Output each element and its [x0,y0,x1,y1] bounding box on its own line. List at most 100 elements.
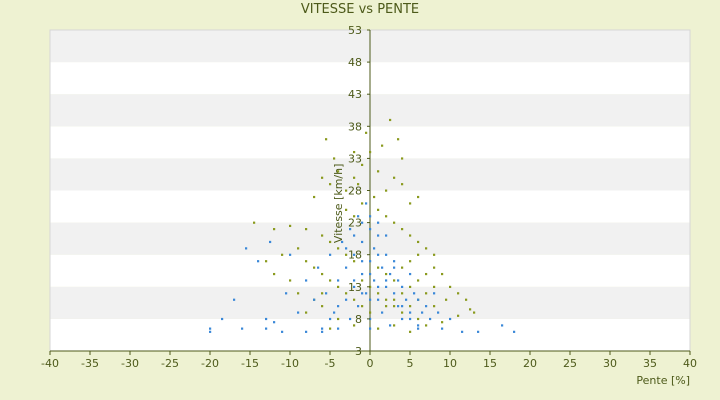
data-point [381,266,384,269]
data-point [377,266,380,269]
data-point [393,221,396,224]
data-point [337,327,340,330]
data-point [425,247,428,250]
data-point [393,324,396,327]
data-point [281,253,284,256]
data-point [353,215,356,218]
data-point [329,279,332,282]
data-point [209,330,212,333]
data-point [321,176,324,179]
data-point [265,317,268,321]
data-point [365,131,368,134]
data-point [425,305,428,308]
data-point [365,292,368,295]
data-point [369,285,372,288]
data-point [417,195,420,199]
x-tick-label: -30 [121,357,139,370]
data-point [409,311,412,314]
data-point [393,176,396,179]
data-point [337,279,340,282]
x-axis: -40 -35 -30 -25 -20 -15 -10 -5 0 5 10 15 20 25 30 35 40 [41,350,697,370]
data-point [337,317,340,321]
data-point [345,253,348,256]
data-point [361,305,364,308]
data-point [333,311,336,314]
x-axis-label: Pente [%] [636,374,690,387]
data-point [257,260,260,263]
y-tick-label: 33 [348,152,362,165]
data-point [385,305,388,308]
data-point [273,228,276,231]
data-point [433,305,436,308]
data-point [221,317,224,321]
data-point [353,150,356,154]
data-point [337,247,340,250]
data-point [385,215,388,218]
data-point [313,266,316,269]
data-point [385,253,388,256]
data-point [381,144,384,147]
y-tick-label: 13 [348,281,362,294]
data-point [417,298,420,301]
data-point [409,305,412,308]
data-point [305,260,308,263]
data-point [273,272,276,276]
data-point [385,234,388,237]
data-point [341,240,344,244]
data-point [209,327,212,330]
data-point [417,279,420,282]
data-point [385,298,388,301]
data-point [373,279,376,282]
data-point [357,215,360,218]
data-point [345,247,348,250]
y-tick-label: 8 [355,313,362,326]
data-point [409,272,412,276]
data-point [305,311,308,314]
data-point [361,221,364,224]
y-tick-label: 3 [355,345,362,358]
data-point [269,240,272,244]
data-point [321,292,324,295]
x-tick-label: 25 [563,357,577,370]
data-point [477,330,480,333]
y-axis-label: Vitesse [km/h] [332,164,345,244]
data-point [461,330,464,333]
data-point [465,298,468,301]
data-point [333,157,336,160]
data-point [313,298,316,301]
data-point [401,157,404,160]
data-point [433,292,436,295]
data-point [377,253,380,256]
data-point [245,247,248,250]
data-point [337,170,340,173]
data-point [337,305,340,308]
data-point [361,163,364,167]
data-point [385,272,388,276]
data-point [345,298,348,301]
data-point [329,317,332,321]
y-tick-label: 43 [348,88,362,101]
data-point [369,298,372,301]
data-point [377,292,380,295]
data-point [345,189,348,192]
data-point [373,195,376,199]
x-tick-label: 0 [367,357,374,370]
y-tick-label: 48 [348,56,362,69]
data-point [353,324,356,327]
data-point [409,285,412,288]
data-point [345,266,348,269]
data-point [305,228,308,231]
data-point [317,266,320,269]
data-point [417,327,420,330]
data-point [321,272,324,276]
data-point [433,285,436,288]
data-points [209,118,516,333]
data-point [289,224,292,228]
data-point [233,298,236,301]
data-point [401,305,404,308]
data-point [389,272,392,276]
data-point [433,266,436,269]
data-point [373,247,376,250]
data-point [385,279,388,282]
